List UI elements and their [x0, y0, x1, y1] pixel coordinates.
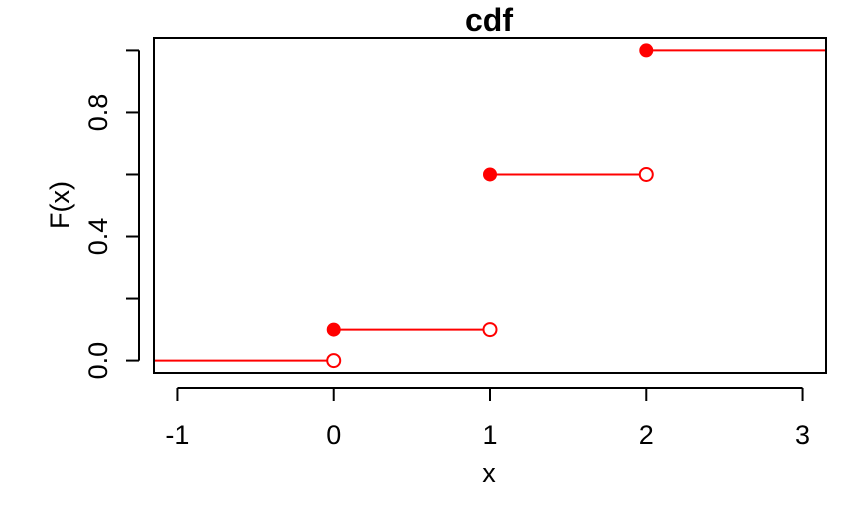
x-tick-label: -1 — [165, 420, 189, 450]
closed-point — [483, 167, 497, 182]
y-axis-title: F(x) — [45, 181, 75, 229]
axes: -1 0 1 2 3 0.0 0.4 0.8 — [83, 49, 810, 450]
closed-point — [639, 43, 654, 58]
plot-frame — [153, 37, 827, 374]
x-tick-label: 1 — [482, 420, 497, 450]
x-axis-title: x — [482, 458, 496, 488]
y-tick-label: 0.4 — [83, 218, 113, 256]
open-point — [638, 166, 654, 182]
x-tick-label: 3 — [795, 420, 810, 450]
closed-point — [326, 322, 341, 337]
plot-area — [154, 43, 826, 369]
open-point — [326, 353, 342, 369]
y-tick-label: 0.8 — [83, 94, 113, 132]
x-tick-label: 0 — [326, 420, 341, 450]
chart-title: cdf — [465, 2, 513, 38]
x-tick-label: 2 — [639, 420, 654, 450]
y-tick-label: 0.0 — [83, 342, 113, 380]
open-point — [482, 322, 498, 338]
